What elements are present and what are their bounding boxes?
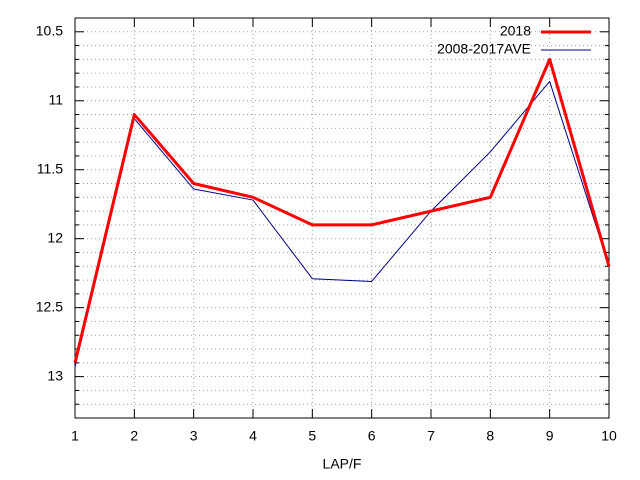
x-tick-label: 1	[71, 428, 79, 444]
y-tick-label: 11	[48, 91, 63, 107]
legend-label: 2008-2017AVE	[437, 41, 531, 57]
x-tick-label: 3	[190, 428, 198, 444]
series-line	[74, 80, 610, 368]
plot-border	[74, 17, 610, 419]
x-tick-label: 9	[546, 428, 554, 444]
x-tick-label: 7	[427, 428, 435, 444]
y-tick-label: 13	[47, 367, 63, 383]
series-line	[73, 57, 611, 364]
x-tick-label: 6	[368, 428, 376, 444]
x-tick-label: 5	[308, 428, 316, 444]
x-tick-label: 10	[601, 428, 617, 444]
x-axis-label: LAP/F	[323, 456, 362, 472]
y-tick-label: 11.5	[37, 160, 63, 176]
y-tick-label: 10.5	[36, 22, 63, 38]
x-tick-label: 4	[249, 428, 257, 444]
x-tick-label: 8	[486, 428, 494, 444]
y-tick-label: 12	[47, 229, 63, 245]
y-tick-label: 12.5	[36, 298, 63, 314]
x-tick-label: 2	[130, 428, 138, 444]
legend-label: 2018	[500, 23, 531, 39]
